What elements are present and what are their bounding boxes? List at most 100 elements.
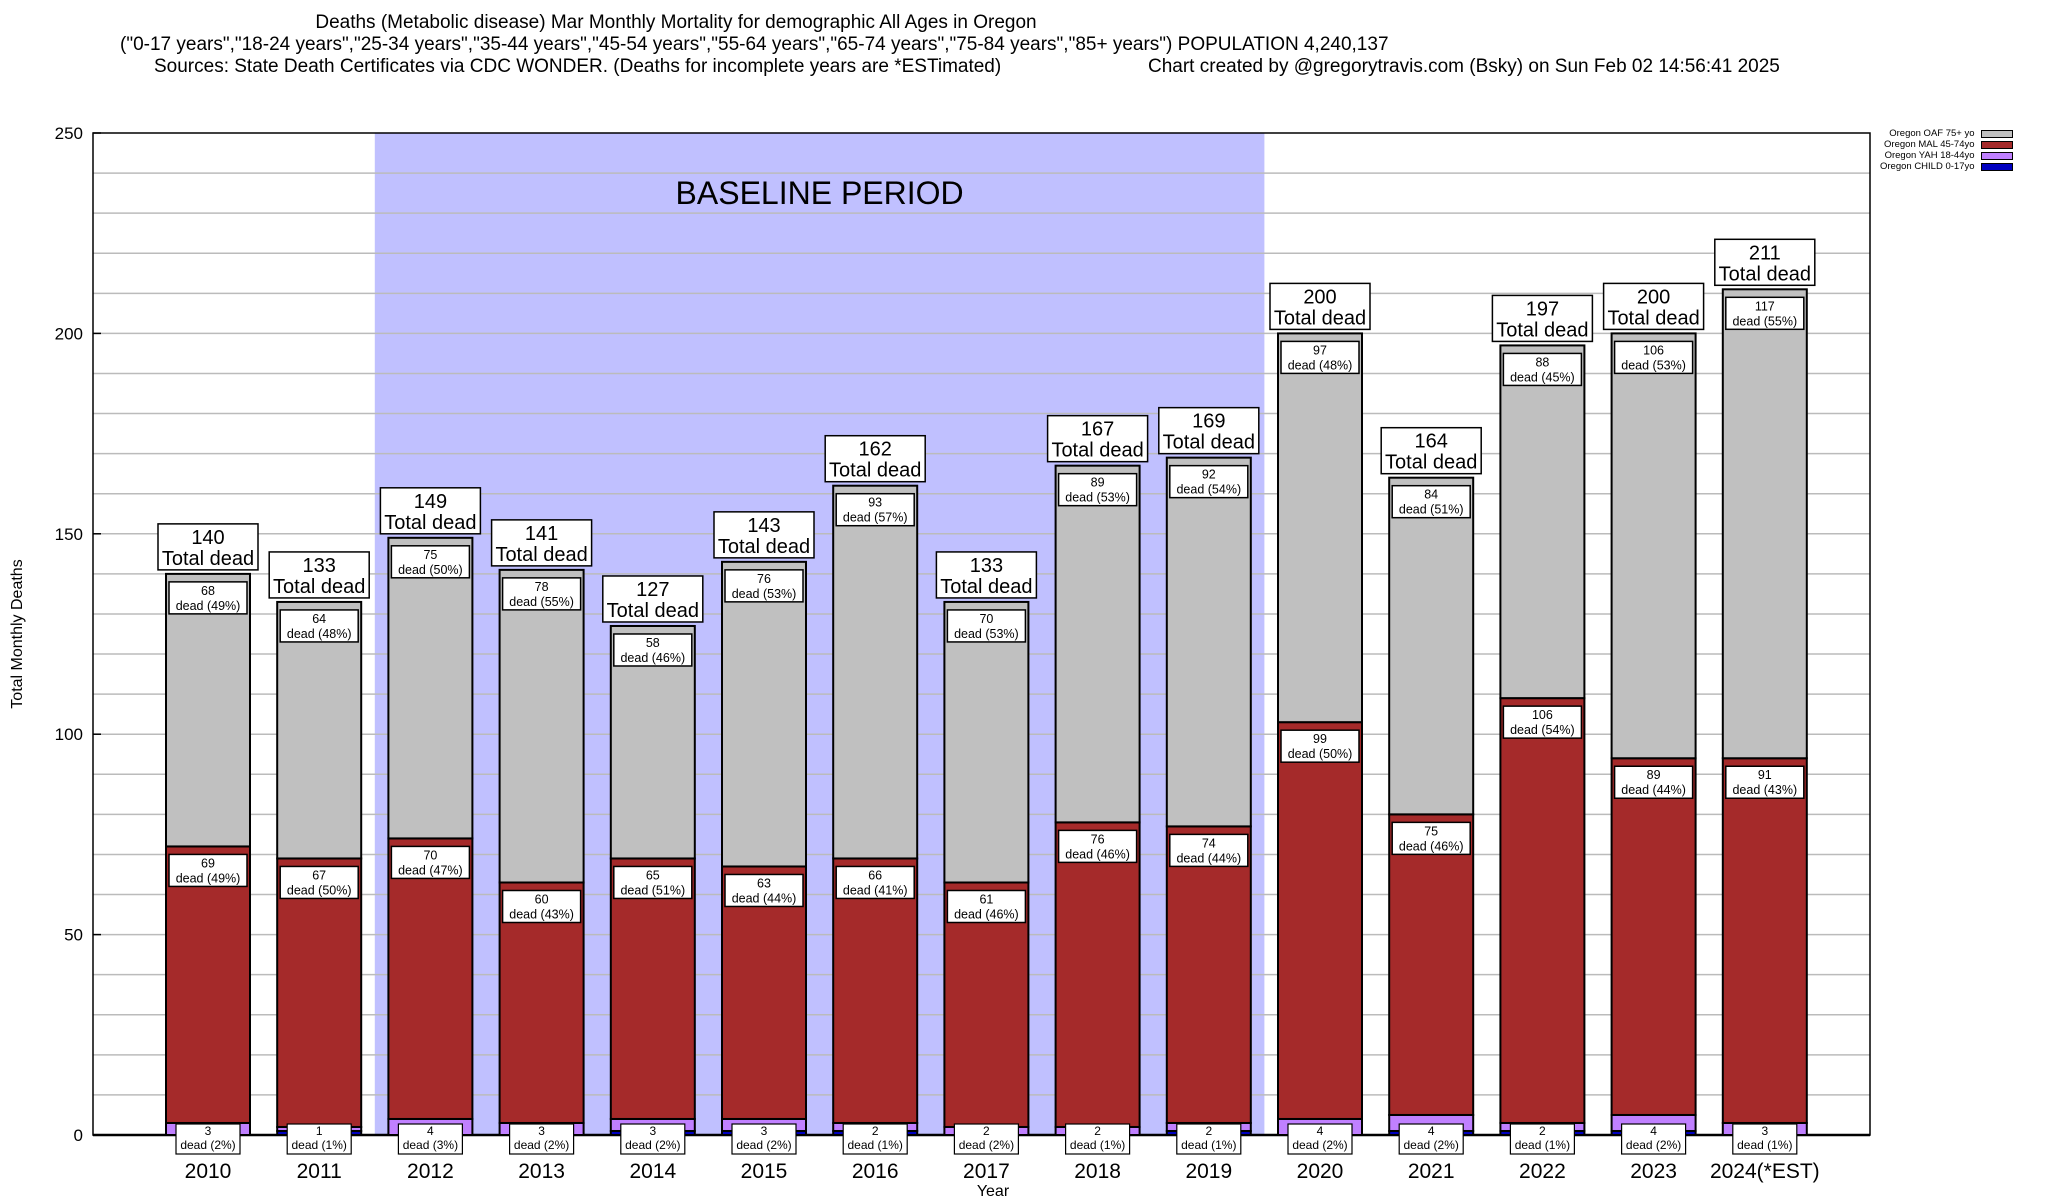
segment-label-pct: dead (49%) (176, 599, 241, 613)
legend-swatch (1980, 129, 2013, 138)
segment-label-count: 60 (535, 892, 549, 906)
x-tick-label: 2015 (741, 1160, 788, 1183)
bar-segment (165, 572, 251, 848)
x-tick-label: 2010 (185, 1160, 232, 1183)
segment-label-pct: dead (41%) (843, 883, 908, 897)
segment-label-count: 64 (312, 612, 326, 626)
total-label-text: Total dead (940, 576, 1032, 598)
legend-swatch (1980, 151, 2013, 160)
segment-label-count: 91 (1758, 768, 1772, 782)
bar-segment (1277, 721, 1363, 1120)
bar-segment (1054, 821, 1141, 1128)
total-label-value: 211 (1749, 242, 1781, 264)
x-tick-label: 2024(*EST) (1710, 1160, 1820, 1183)
segment-label-box (390, 845, 471, 880)
bar-segment (1499, 344, 1586, 700)
legend-item: Oregon OAF 75+ yo (1880, 128, 2013, 139)
total-label-box (1602, 282, 1705, 331)
total-label-text: Total dead (162, 548, 254, 570)
total-label-text: Total dead (718, 536, 810, 558)
total-label-text: Total dead (1385, 452, 1477, 474)
x-tick-label: 2022 (1519, 1160, 1566, 1183)
total-label-value: 162 (859, 439, 892, 461)
yah-label-count: 2 (1539, 1124, 1546, 1138)
yah-label-pct: dead (1%) (1181, 1138, 1236, 1152)
segment-label-pct: dead (50%) (1288, 747, 1353, 761)
segment-label-pct: dead (48%) (1288, 358, 1353, 372)
total-label-box (1269, 282, 1371, 331)
bar-segment (1165, 456, 1252, 828)
y-tick-label: 50 (64, 926, 83, 945)
baseline-period-label: BASELINE PERIOD (676, 175, 964, 211)
yah-label-box (842, 1123, 908, 1155)
legend-label: Oregon CHILD 0-17yo (1880, 161, 1975, 172)
bar-segment (1054, 464, 1141, 824)
segment-label-box (724, 873, 804, 908)
bar-segment (943, 600, 1030, 884)
segment-label-box (1169, 464, 1249, 499)
segment-label-box (1169, 833, 1249, 868)
bar-segment (832, 484, 919, 860)
bar-segment (832, 857, 919, 1124)
segment-label-pct: dead (44%) (1621, 783, 1686, 797)
total-label-value: 140 (191, 527, 224, 549)
total-label-box (157, 523, 259, 571)
total-label-value: 149 (414, 491, 447, 513)
segment-label-pct: dead (53%) (1621, 358, 1686, 372)
yah-label-count: 2 (1094, 1124, 1101, 1138)
segment-label-box (1391, 821, 1471, 856)
segment-label-pct: dead (46%) (1065, 847, 1130, 861)
segment-label-pct: dead (47%) (398, 863, 463, 877)
y-tick-label: 200 (55, 324, 83, 343)
total-label-value: 200 (1303, 286, 1336, 308)
segment-label-box (946, 609, 1027, 643)
x-tick-label: 2020 (1297, 1160, 1344, 1183)
total-label-text: Total dead (273, 576, 365, 598)
yah-label-pct: dead (2%) (180, 1138, 235, 1152)
segment-label-pct: dead (46%) (1399, 839, 1464, 853)
total-label-box (824, 434, 926, 483)
segment-label-count: 66 (868, 868, 882, 882)
bar-segment (387, 536, 474, 840)
x-tick-label: 2023 (1630, 1160, 1677, 1183)
total-label-value: 169 (1192, 411, 1225, 433)
segment-label-box (724, 569, 804, 603)
legend-label: Oregon YAH 18-44yo (1884, 150, 1975, 161)
bar-segment (387, 837, 474, 1120)
segment-label-box (1502, 705, 1583, 739)
segment-label-count: 99 (1313, 732, 1327, 746)
yah-label-count: 3 (1761, 1124, 1768, 1138)
x-tick-label: 2021 (1408, 1160, 1455, 1183)
total-label-value: 133 (303, 555, 336, 577)
yah-label-pct: dead (2%) (1404, 1138, 1459, 1152)
total-label-box (268, 551, 370, 599)
legend-label: Oregon MAL 45-74yo (1884, 139, 1975, 150)
yah-label-count: 4 (1317, 1124, 1324, 1138)
segment-label-count: 78 (535, 580, 549, 594)
segment-label-pct: dead (44%) (1176, 851, 1241, 865)
bar-segment (1610, 332, 1697, 760)
total-label-text: Total dead (1719, 263, 1811, 285)
bar-segment (1165, 825, 1252, 1124)
yah-label-box (731, 1123, 797, 1155)
total-label-box (379, 487, 482, 535)
bar-segment (165, 845, 251, 1124)
total-label-box (713, 511, 815, 559)
yah-label-box (953, 1123, 1020, 1155)
segment-label-count: 76 (757, 572, 771, 586)
segment-label-count: 117 (1755, 299, 1775, 313)
y-axis-label: Total Monthly Deaths (9, 559, 26, 708)
segment-label-count: 69 (201, 856, 215, 870)
segment-label-box (1613, 340, 1694, 375)
total-label-value: 197 (1526, 298, 1559, 320)
total-label-value: 143 (747, 515, 780, 537)
yah-label-pct: dead (2%) (736, 1138, 791, 1152)
yah-label-pct: dead (1%) (1070, 1138, 1125, 1152)
yah-label-pct: dead (2%) (514, 1138, 569, 1152)
segment-label-pct: dead (53%) (1065, 491, 1130, 505)
bar-segment (1388, 476, 1475, 816)
yah-label-box (1509, 1123, 1576, 1155)
yah-label-count: 4 (427, 1124, 434, 1138)
total-label-box (602, 575, 704, 623)
